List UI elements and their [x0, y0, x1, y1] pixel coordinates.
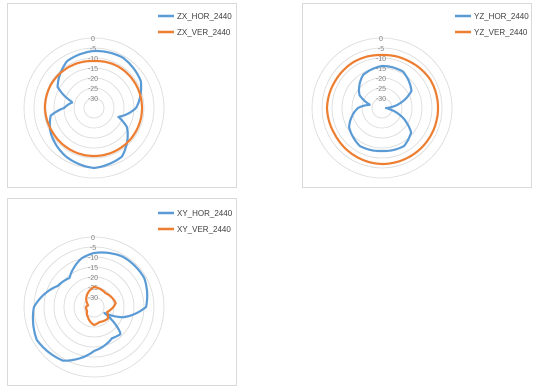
grid-ring	[83, 97, 105, 119]
r-tick-label: -5	[90, 46, 96, 53]
r-tick-labels: 0 -5 -10 -15 -20 -25 -30	[376, 36, 386, 103]
grid-ring	[321, 47, 443, 169]
chart-panel-yz: 0 -5 -10 -15 -20 -25 -30 YZ_HOR_2440 YZ_VER_2440	[302, 3, 532, 188]
legend-entry: YZ_HOR_2440	[455, 12, 529, 21]
r-tick-label: -10	[88, 255, 98, 262]
chart-panel-zx: 0 -5 -10 -15 -20 -25 -30 ZX_HOR_2440 ZX_VER_2440	[7, 3, 237, 188]
r-tick-label: -20	[88, 76, 98, 83]
r-tick-label: -5	[378, 46, 384, 53]
grid-ring	[43, 256, 145, 358]
r-tick-labels: 0 -5 -10 -15 -20 -25 -30	[88, 36, 98, 103]
r-tick-label: -20	[376, 76, 386, 83]
r-tick-label: -10	[88, 56, 98, 63]
polar-chart-zx: 0 -5 -10 -15 -20 -25 -30 ZX_HOR_2440 ZX_VER_2440	[23, 12, 232, 179]
r-tick-label: -15	[88, 265, 98, 272]
r-tick-label: -30	[376, 96, 386, 103]
series-line-xy-hor-2440	[31, 251, 149, 362]
grid-ring	[73, 286, 115, 328]
r-tick-label: -20	[88, 275, 98, 282]
r-tick-label: 0	[91, 235, 95, 242]
legend-label: YZ_HOR_2440	[474, 12, 529, 21]
legend-entry: ZX_VER_2440	[158, 28, 231, 37]
grid-ring	[53, 67, 135, 149]
r-tick-label: -15	[88, 66, 98, 73]
grid-rings	[311, 37, 453, 179]
legend-label: XY_HOR_2440	[177, 209, 233, 218]
r-tick-label: -10	[376, 56, 386, 63]
grid-ring	[311, 37, 453, 179]
series-line-yz-ver-2440	[325, 53, 440, 166]
grid-ring	[351, 77, 413, 139]
series-line-zx-hor-2440	[48, 49, 143, 170]
r-tick-label: 0	[91, 36, 95, 43]
grid-ring	[331, 57, 433, 159]
series-line-yz-hor-2440	[348, 64, 413, 153]
series-line-xy-ver-2440	[84, 285, 117, 327]
grid-rings	[23, 236, 165, 378]
r-tick-label: -15	[376, 66, 386, 73]
r-tick-label: 0	[379, 36, 383, 43]
r-tick-label: -25	[88, 86, 98, 93]
r-tick-label: -30	[88, 96, 98, 103]
grid-ring	[341, 67, 423, 149]
legend-label: ZX_VER_2440	[177, 28, 231, 37]
grid-ring	[53, 266, 135, 348]
legend-label: ZX_HOR_2440	[177, 12, 232, 21]
r-tick-label: -30	[88, 295, 98, 302]
grid-ring	[83, 296, 105, 318]
grid-ring	[23, 37, 165, 179]
grid-ring	[63, 276, 125, 338]
series-line-zx-ver-2440	[43, 59, 144, 158]
grid-ring	[23, 236, 165, 378]
legend-label: YZ_VER_2440	[474, 28, 528, 37]
legend-entry: XY_HOR_2440	[158, 209, 233, 218]
legend-entry: XY_VER_2440	[158, 225, 231, 234]
r-tick-label: -25	[376, 86, 386, 93]
legend-entry: YZ_VER_2440	[455, 28, 528, 37]
grid-ring	[73, 87, 115, 129]
r-tick-label: -5	[90, 245, 96, 252]
legend-entry: ZX_HOR_2440	[158, 12, 232, 21]
chart-panel-xy: 0 -5 -10 -15 -20 -25 -30 XY_HOR_2440 XY_VER_2440	[7, 198, 237, 386]
polar-chart-yz: 0 -5 -10 -15 -20 -25 -30 YZ_HOR_2440 YZ_VER_2440	[311, 12, 529, 179]
grid-ring	[361, 87, 403, 129]
legend-label: XY_VER_2440	[177, 225, 231, 234]
